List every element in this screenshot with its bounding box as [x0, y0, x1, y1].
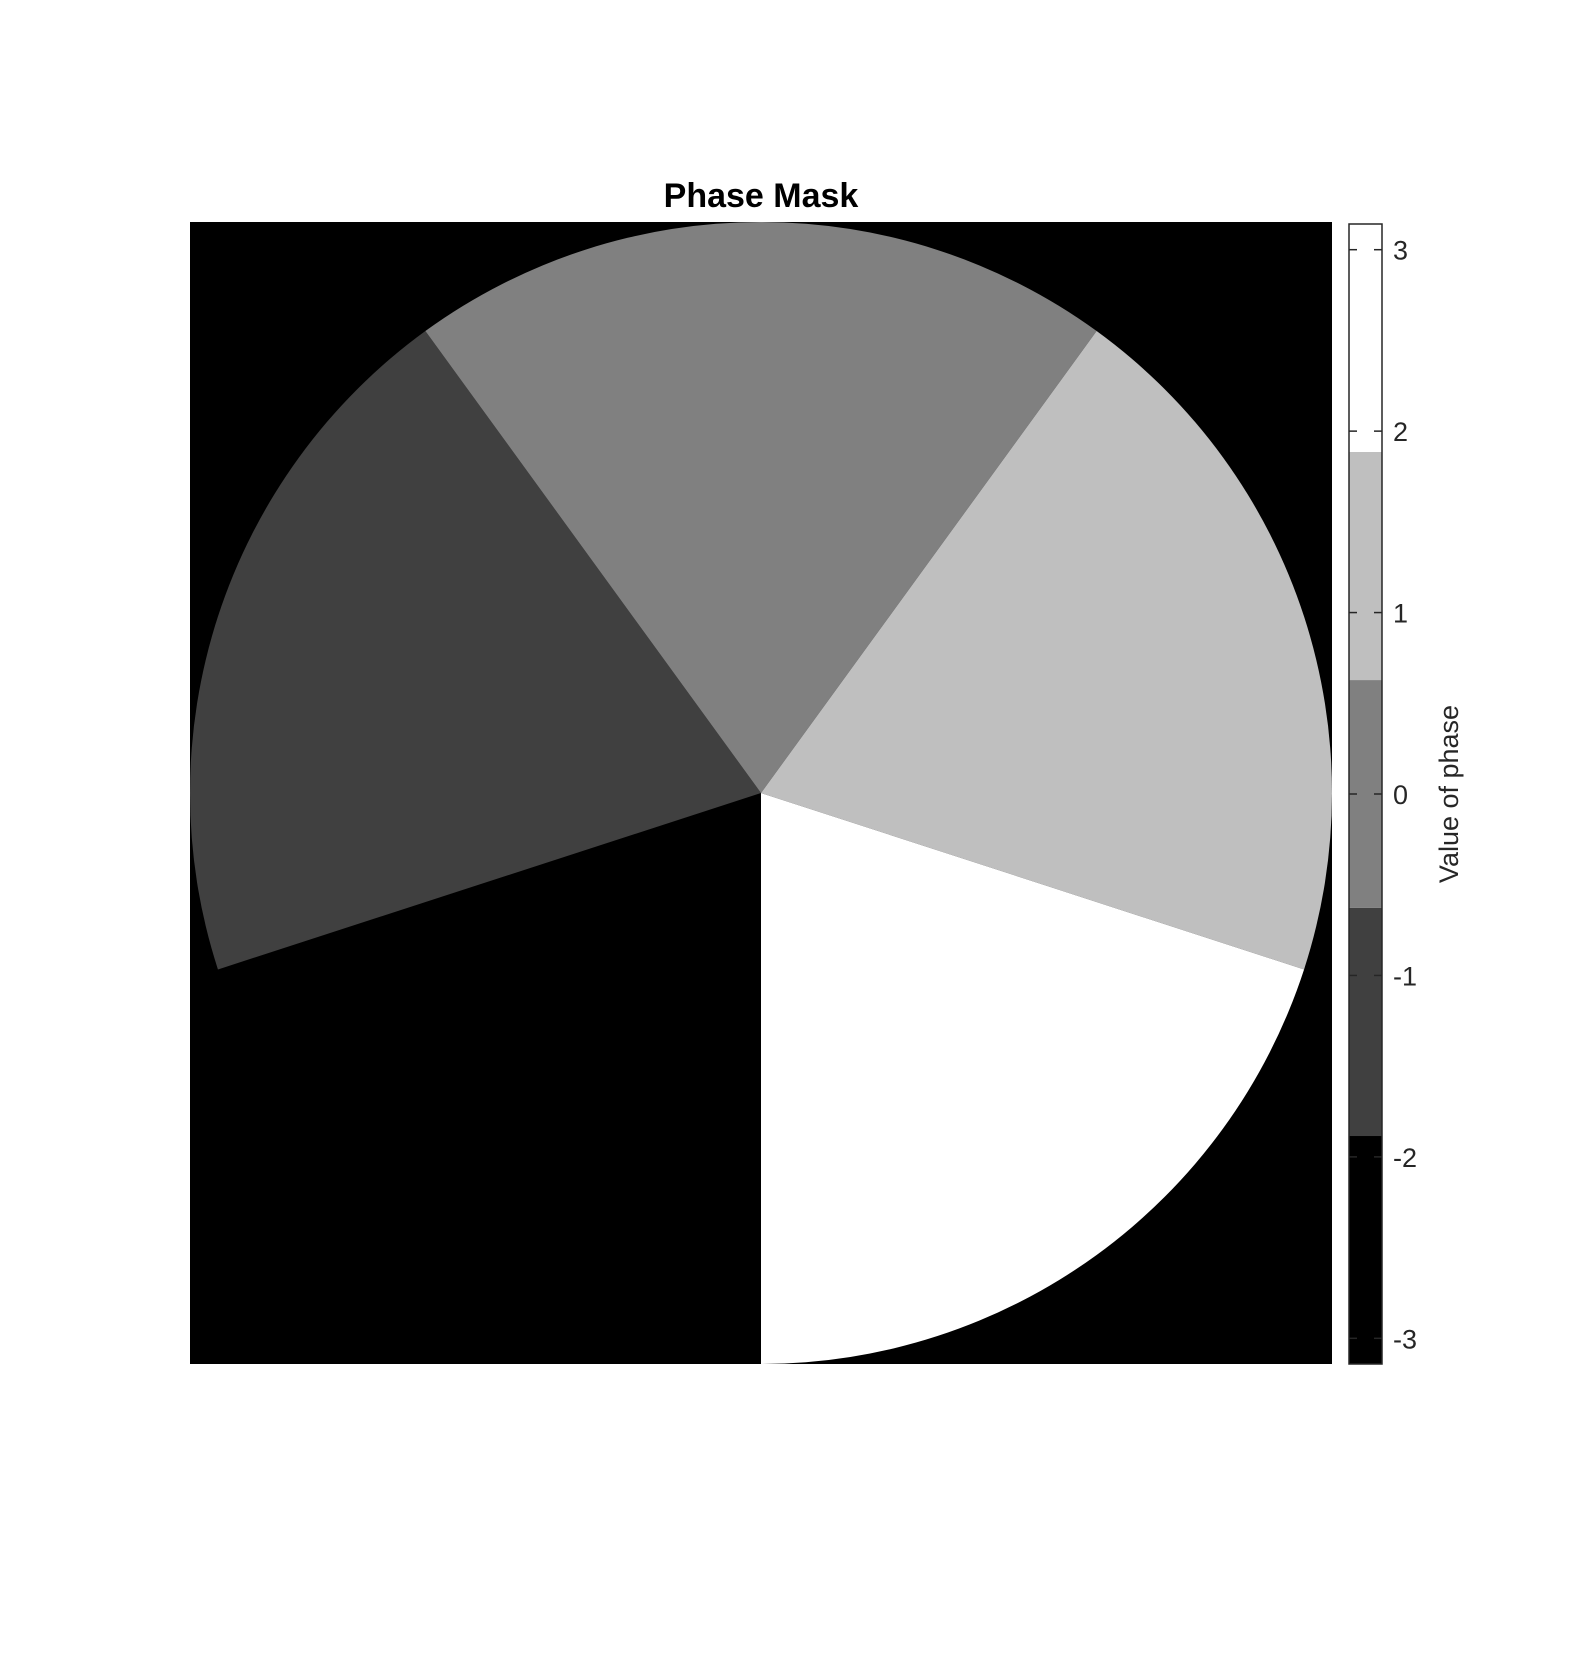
colorbar-level-1 [1349, 908, 1382, 1136]
colorbar-label: Value of phase [1434, 705, 1464, 883]
colorbar-tick-label-1: -2 [1393, 1143, 1417, 1173]
colorbar-level-0 [1349, 1136, 1382, 1364]
phase-sectors [190, 222, 1332, 1364]
colorbar-tick-label-3: 0 [1393, 780, 1408, 810]
colorbar-level-3 [1349, 452, 1382, 680]
colorbar-tick-label-5: 2 [1393, 417, 1408, 447]
colorbar-tick-label-6: 3 [1393, 236, 1408, 266]
phase-mask-axes [190, 222, 1332, 1364]
colorbar-tick-label-2: -1 [1393, 961, 1417, 991]
colorbar-tick-label-4: 1 [1393, 599, 1408, 629]
colorbar-tick-label-0: -3 [1393, 1324, 1417, 1354]
colorbar-level-4 [1349, 224, 1382, 452]
chart-title: Phase Mask [664, 177, 859, 215]
